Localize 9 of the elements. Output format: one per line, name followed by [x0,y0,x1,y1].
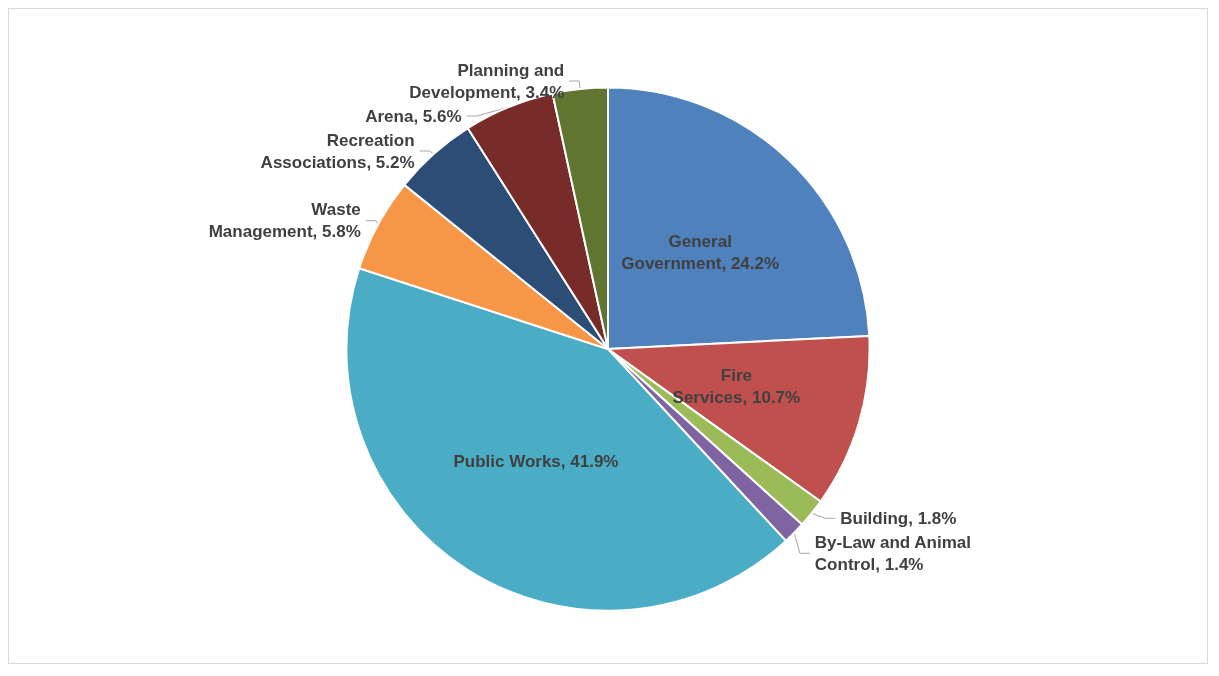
slice-label: Arena, 5.6% [365,106,462,126]
slice-label: Waste Management, 5.8% [208,200,361,242]
slice-label: Planning and Development, 3.4% [409,60,565,102]
slice-label: Building, 1.8% [840,508,957,528]
slice-label: Recreation Associations, 5.2% [260,130,415,172]
slice-label: Public Works, 41.9% [453,452,619,472]
slice-label: Fire Services, 10.7% [672,366,801,408]
slice-label: General Government, 24.2% [621,231,780,273]
slice-label: By-Law and Animal Control, 1.4% [814,532,971,574]
